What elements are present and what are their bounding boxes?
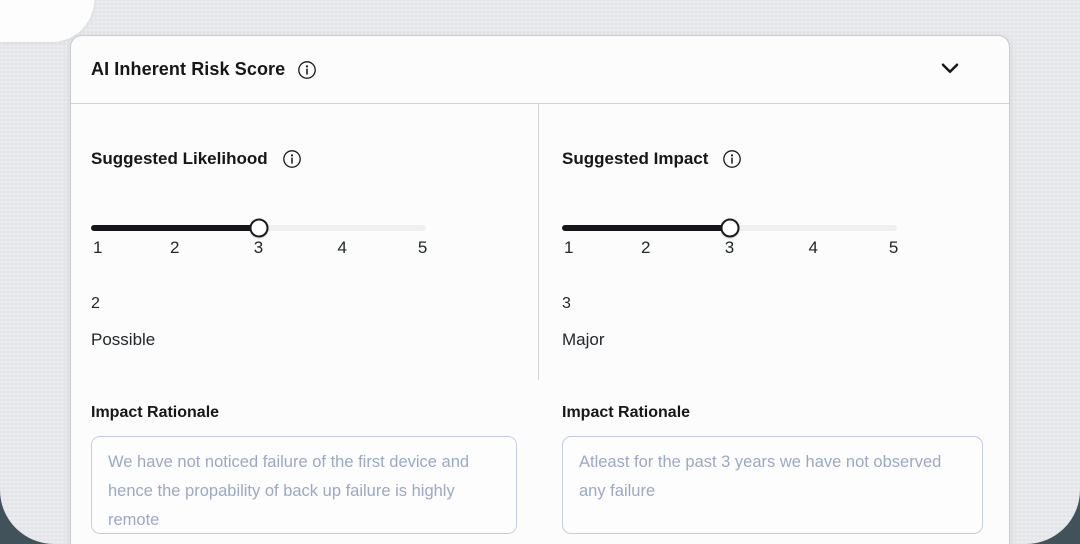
impact-label-row: Suggested Impact (562, 149, 987, 169)
tick-label: 1 (563, 238, 574, 257)
tick-label: 1 (92, 238, 103, 257)
suggested-likelihood-panel: Suggested Likelihood (71, 104, 539, 380)
likelihood-label-row: Suggested Likelihood (91, 149, 516, 169)
rationale-label: Impact Rationale (91, 404, 220, 421)
rationale-label: Impact Rationale (562, 404, 691, 421)
impact-rationale-block: Impact Rationale Atleast for the past 3 … (539, 400, 1009, 534)
likelihood-rationale-block: Impact Rationale We have not noticed fai… (71, 400, 539, 534)
likelihood-slider-ticks: 1 2 3 4 5 (91, 238, 428, 260)
likelihood-label: Suggested Likelihood (91, 149, 268, 168)
suggested-impact-panel: Suggested Impact 1 (539, 104, 1009, 380)
chevron-down-icon (937, 55, 963, 84)
impact-score-value: 3 (562, 295, 571, 312)
tick-label: 5 (888, 238, 899, 257)
card-header: AI Inherent Risk Score (71, 36, 1009, 104)
tick-label: 4 (808, 238, 818, 257)
info-icon[interactable] (297, 60, 317, 80)
likelihood-slider-handle[interactable] (249, 218, 268, 238)
likelihood-slider: 1 2 3 4 5 (91, 218, 428, 260)
collapse-accordion-button[interactable] (931, 49, 969, 90)
sliders-section: Suggested Likelihood (71, 104, 1009, 380)
tick-label: 5 (417, 238, 428, 257)
likelihood-score-label: Possible (91, 330, 156, 349)
tick-label: 2 (641, 238, 651, 257)
likelihood-rationale-textarea[interactable]: We have not noticed failure of the first… (91, 436, 517, 534)
likelihood-score-value: 2 (91, 295, 100, 312)
info-icon[interactable] (722, 149, 742, 169)
impact-slider-track[interactable] (562, 218, 897, 238)
tick-label: 3 (253, 238, 264, 257)
rationale-section: Impact Rationale We have not noticed fai… (71, 380, 1009, 534)
impact-slider-fill (562, 225, 730, 231)
impact-slider: 1 2 3 4 5 (562, 218, 899, 260)
ai-inherent-risk-score-card: AI Inherent Risk Score (70, 35, 1010, 544)
impact-label: Suggested Impact (562, 149, 709, 168)
impact-score-label: Major (562, 330, 605, 349)
tick-label: 4 (337, 238, 347, 257)
impact-rationale-textarea[interactable]: Atleast for the past 3 years we have not… (562, 436, 983, 534)
tick-label: 3 (724, 238, 735, 257)
tick-label: 2 (170, 238, 180, 257)
card-title: AI Inherent Risk Score (91, 59, 286, 79)
impact-slider-handle[interactable] (720, 218, 739, 238)
likelihood-slider-track[interactable] (91, 218, 426, 238)
likelihood-slider-fill (91, 225, 259, 231)
info-icon[interactable] (282, 149, 302, 169)
impact-slider-ticks: 1 2 3 4 5 (562, 238, 899, 260)
